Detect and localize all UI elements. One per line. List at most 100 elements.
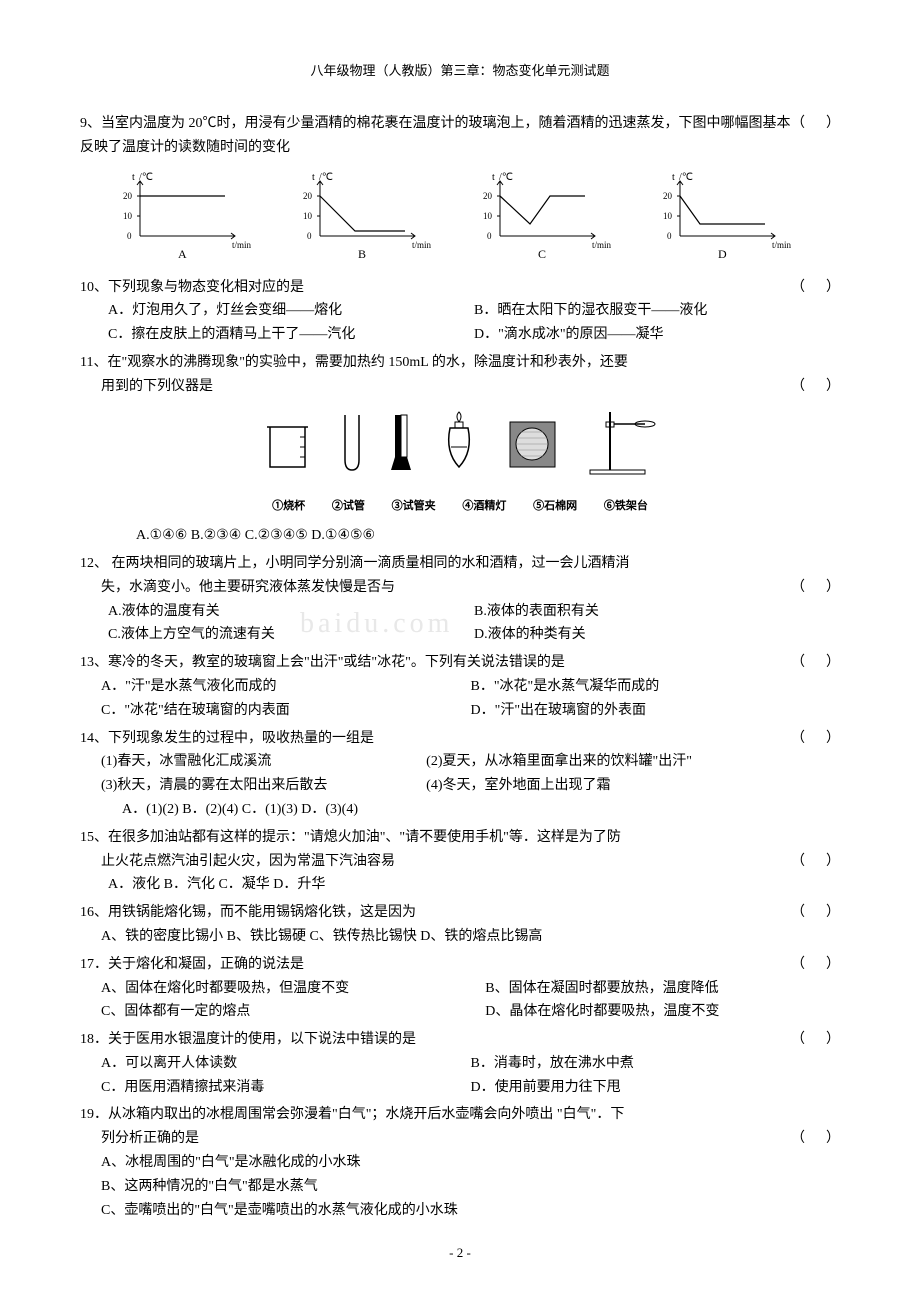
svg-text:20: 20 [663,191,673,201]
q14-text: 下列现象发生的过程中，吸收热量的一组是 [108,731,374,746]
q13-opt-c: C．"冰花"结在玻璃窗的内表面 [101,699,471,723]
q15-text-2: 止火花点燃汽油引起火灾，因为常温下汽油容易 [80,850,791,874]
q16-num: 16、 [80,905,108,920]
q12-opt-a: A.液体的温度有关 [108,600,474,624]
svg-text:t/min: t/min [412,240,432,250]
svg-text:t: t [312,172,315,183]
svg-text:B: B [358,247,366,261]
svg-text:/℃: /℃ [499,172,513,183]
svg-text:A: A [178,247,187,261]
question-12: 12、 在两块相同的玻璃片上，小明同学分别滴一滴质量相同的水和酒精，过一会儿酒精… [80,552,840,647]
chart-c: t/℃ 20 10 0 t/min C [480,166,620,266]
q18-opt-c: C．用医用酒精擦拭来消毒 [101,1076,471,1100]
question-14: 14、下列现象发生的过程中，吸收热量的一组是 （ ） (1)春天，冰雪融化汇成溪… [80,727,840,822]
question-13: 13、寒冷的冬天，教室的玻璃窗上会"出汗"或结"冰花"。下列有关说法错误的是 （… [80,651,840,722]
svg-text:t/min: t/min [772,240,792,250]
chart-a: t/℃ 20 10 0 t/min A [120,166,260,266]
q16-text: 用铁锅能熔化锡，而不能用锡锅熔化铁，这是因为 [108,905,416,920]
page-header: 八年级物理（人教版）第三章：物态变化单元测试题 [80,60,840,82]
q16-paren: （ ） [791,901,840,925]
q13-num: 13、 [80,655,108,670]
q18-num: 18． [80,1032,108,1047]
equip-label-4: ④酒精灯 [462,497,506,516]
q12-num: 12、 [80,556,108,571]
q13-opt-b: B．"冰花"是水蒸气凝华而成的 [471,675,841,699]
q10-text: 下列现象与物态变化相对应的是 [108,280,304,295]
q13-paren: （ ） [791,651,840,675]
q14-item-4: (4)冬天，室外地面上出现了霜 [426,774,840,798]
q17-num: 17． [80,957,108,972]
q10-opt-b: B．晒在太阳下的湿衣服变干——液化 [474,299,840,323]
q15-num: 15、 [80,830,108,845]
svg-text:0: 0 [127,231,132,241]
q17-opt-b: B、固体在凝固时都要放热，温度降低 [485,977,840,1001]
equip-label-5: ⑤石棉网 [533,497,577,516]
svg-text:t/min: t/min [232,240,252,250]
svg-text:0: 0 [667,231,672,241]
q10-opt-d: D．"滴水成冰"的原因——凝华 [474,323,840,347]
q12-paren: （ ） [791,576,840,600]
svg-text:t: t [672,172,675,183]
q14-item-3: (3)秋天，清晨的雾在太阳出来后散去 [101,774,426,798]
q19-num: 19． [80,1107,108,1122]
question-11: 11、在"观察水的沸腾现象"的实验中，需要加热约 150mL 的水，除温度计和秒… [80,351,840,548]
question-10: 10、下列现象与物态变化相对应的是 （ ） A．灯泡用久了，灯丝会变细——熔化 … [80,276,840,347]
q9-charts: t /℃ 20 10 0 t/min A t /℃ [80,166,840,266]
q12-opt-b: B.液体的表面积有关 [474,600,840,624]
q12-text-2: 失，水滴变小。他主要研究液体蒸发快慢是否与 [80,576,791,600]
svg-text:0: 0 [307,231,312,241]
q10-opt-a: A．灯泡用久了，灯丝会变细——熔化 [108,299,474,323]
q19-opt-a: A、冰棍周围的"白气"是冰融化成的小水珠 [101,1151,840,1175]
q17-text: 关于熔化和凝固，正确的说法是 [108,957,304,972]
q17-paren: （ ） [791,953,840,977]
svg-text:D: D [718,247,727,261]
svg-text:20: 20 [483,191,493,201]
svg-text:C: C [538,247,546,261]
question-17: 17．关于熔化和凝固，正确的说法是 （ ） A、固体在熔化时都要吸热，但温度不变… [80,953,840,1024]
equip-label-2: ②试管 [332,497,365,516]
q9-text: 当室内温度为 20℃时，用浸有少量酒精的棉花裹在温度计的玻璃泡上，随着酒精的迅速… [80,116,791,155]
q19-paren: （ ） [791,1127,840,1151]
q16-opts: A、铁的密度比锡小 B、铁比锡硬 C、铁传热比锡快 D、铁的熔点比锡高 [80,925,840,949]
q17-opt-d: D、晶体在熔化时都要吸热，温度不变 [485,1000,840,1024]
q14-item-1: (1)春天，冰雪融化汇成溪流 [101,750,426,774]
q15-text-1: 在很多加油站都有这样的提示："请熄火加油"、"请不要使用手机"等．这样是为了防 [108,830,621,845]
q18-opt-d: D．使用前要用力往下甩 [471,1076,841,1100]
q10-opt-c: C．擦在皮肤上的酒精马上干了——汽化 [108,323,474,347]
q10-paren: （ ） [791,276,840,300]
equipment-row: ①烧杯 ②试管 ③试管夹 ④酒精灯 ⑤石棉网 ⑥铁架台 [80,407,840,516]
q14-item-2: (2)夏天，从冰箱里面拿出来的饮料罐"出汗" [426,750,840,774]
q9-num: 9、 [80,116,101,131]
q11-text-2: 用到的下列仪器是 [80,375,791,399]
chart-b: t/℃ 20 10 0 t/min B [300,166,440,266]
q14-paren: （ ） [791,727,840,751]
svg-text:10: 10 [483,211,493,221]
q18-opt-a: A．可以离开人体读数 [101,1052,471,1076]
svg-text:t/min: t/min [592,240,612,250]
q11-opts: A.①④⑥ B.②③④ C.②③④⑤ D.①④⑤⑥ [80,524,840,548]
equipment-labels: ①烧杯 ②试管 ③试管夹 ④酒精灯 ⑤石棉网 ⑥铁架台 [80,497,840,516]
q19-opt-c: C、壶嘴喷出的"白气"是壶嘴喷出的水蒸气液化成的小水珠 [101,1199,840,1223]
question-18: 18．关于医用水银温度计的使用，以下说法中错误的是 （ ） A．可以离开人体读数… [80,1028,840,1099]
svg-text:/℃: /℃ [139,172,153,183]
q15-opts: A．液化 B．汽化 C．凝华 D．升华 [80,873,840,897]
svg-text:t: t [132,172,135,183]
q11-text-1: 在"观察水的沸腾现象"的实验中，需要加热约 150mL 的水，除温度计和秒表外，… [107,355,627,370]
equip-label-3: ③试管夹 [392,497,436,516]
q13-opt-a: A．"汗"是水蒸气液化而成的 [101,675,471,699]
question-9: 9、当室内温度为 20℃时，用浸有少量酒精的棉花裹在温度计的玻璃泡上，随着酒精的… [80,112,840,266]
svg-text:10: 10 [123,211,133,221]
svg-text:/℃: /℃ [679,172,693,183]
equip-label-1: ①烧杯 [272,497,305,516]
equip-label-6: ⑥铁架台 [604,497,648,516]
svg-text:0: 0 [487,231,492,241]
q11-paren: （ ） [791,375,840,399]
q12-opt-c: C.液体上方空气的流速有关 [108,623,474,647]
chart-d: t/℃ 20 10 0 t/min D [660,166,800,266]
svg-text:20: 20 [303,191,313,201]
svg-text:/℃: /℃ [319,172,333,183]
q15-paren: （ ） [791,850,840,874]
q17-opt-a: A、固体在熔化时都要吸热，但温度不变 [101,977,485,1001]
q19-text-2: 列分析正确的是 [80,1127,791,1151]
q11-num: 11、 [80,355,107,370]
